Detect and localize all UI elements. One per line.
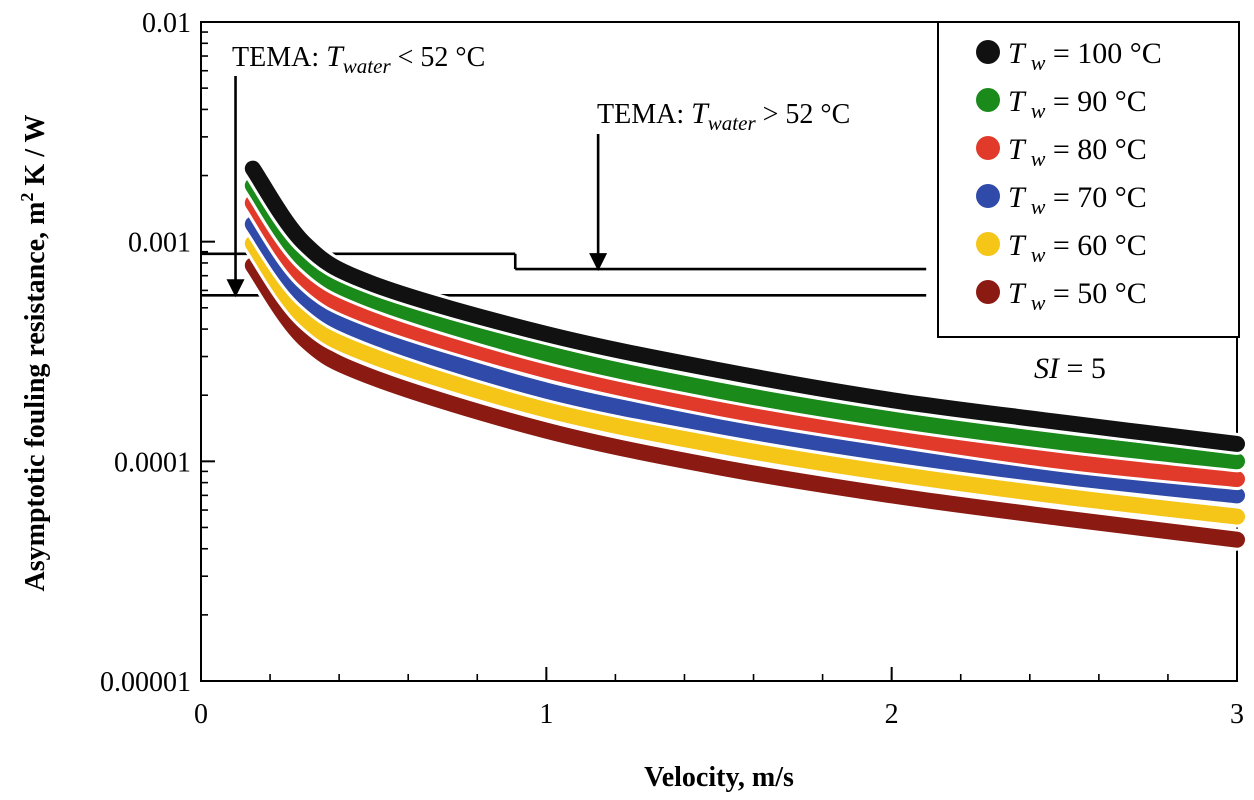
series-line (244, 216, 1245, 504)
si-var: SI (1034, 352, 1061, 385)
legend-marker (976, 136, 1000, 160)
y-tick-label: 0.0001 (114, 447, 191, 478)
legend-marker (976, 280, 1000, 304)
tema-below-52-arrow-head (226, 279, 245, 298)
series-line (244, 160, 1245, 452)
legend-entry-value: = 90 °C (1045, 85, 1146, 118)
plot-frame (200, 21, 1238, 682)
y-tick-label: 0.001 (128, 228, 191, 259)
tema-above-52-rel: > 52 °C (756, 99, 851, 130)
legend-entry-var: T (1008, 85, 1027, 118)
legend-marker (976, 232, 1000, 256)
x-tick-label: 3 (1230, 699, 1244, 730)
series-line (244, 177, 1245, 470)
tema-below-52-sub: water (343, 54, 392, 78)
tema-above-52-label: TEMA: Twater > 52 °C (597, 97, 850, 135)
legend-entry-value: = 60 °C (1045, 229, 1146, 262)
legend-entry-value: = 80 °C (1045, 133, 1146, 166)
x-tick-label: 1 (539, 699, 553, 730)
x-axis-label: Velocity, m/s (644, 762, 794, 793)
legend-entry-sub: w (1031, 50, 1046, 75)
legend-entry-var: T (1008, 229, 1027, 262)
legend-entry-value: = 70 °C (1045, 181, 1146, 214)
x-tick-label: 2 (885, 699, 899, 730)
y-tick-label: 0.00001 (100, 667, 191, 698)
legend-entry-sub: w (1031, 98, 1046, 123)
tema-above-52-arrow-head (589, 253, 608, 272)
y-axis-label-sup: 2 (17, 193, 37, 202)
legend-entry-value: = 50 °C (1045, 277, 1146, 310)
series-line (244, 195, 1245, 488)
x-tick-label: 0 (194, 699, 208, 730)
tema-below-52-var: T (326, 40, 345, 73)
legend-entry-sub: w (1031, 242, 1046, 267)
legend-entry-var: T (1008, 37, 1027, 70)
axes: 0 1 2 3 0.01 0.001 0.0001 0.00001 (100, 8, 1244, 730)
tema-below-52-label: TEMA: Twater < 52 °C (232, 40, 485, 78)
legend-entry-value: = 100 °C (1045, 37, 1161, 70)
tema-above-52-var: T (691, 97, 710, 130)
legend-entry-var: T (1008, 277, 1027, 310)
series-line (244, 235, 1245, 525)
legend-marker (976, 88, 1000, 112)
si-label: SI = 5 (1034, 352, 1106, 385)
y-tick-label: 0.01 (142, 8, 191, 39)
legend-entry-sub: w (1031, 146, 1046, 171)
y-axis-label: Asymptotic fouling resistance, m2 K / W (17, 115, 51, 592)
y-axis-label-main: Asymptotic fouling resistance, m (20, 202, 51, 592)
legend-entry-var: T (1008, 133, 1027, 166)
legend-entry-var: T (1008, 181, 1027, 214)
plot-area (200, 21, 1238, 682)
y-axis-label-tail: K / W (20, 115, 51, 193)
tema-below-52-prefix: TEMA: (232, 42, 326, 73)
tema-below-52-rel: < 52 °C (391, 42, 486, 73)
series-curves (241, 157, 1248, 551)
legend-marker (976, 40, 1000, 64)
legend-marker (976, 184, 1000, 208)
tema-above-52-prefix: TEMA: (597, 99, 691, 130)
annotations: TEMA: Twater < 52 °C TEMA: Twater > 52 °… (226, 40, 1106, 385)
tema-above-52-sub: water (708, 111, 757, 135)
series-line (244, 257, 1245, 548)
legend-entry-sub: w (1031, 194, 1046, 219)
legend-entry-sub: w (1031, 290, 1046, 315)
si-value: = 5 (1059, 352, 1106, 385)
